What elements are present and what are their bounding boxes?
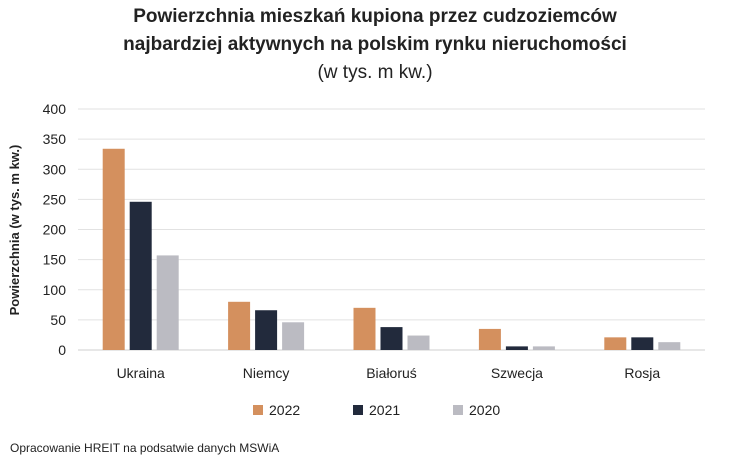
y-tick-label: 250 <box>43 191 67 207</box>
legend-swatch-2022 <box>253 405 263 415</box>
bar-ukraina-2020 <box>156 255 179 350</box>
chart-title-line-1: Powierzchnia mieszkań kupiona przez cudz… <box>133 6 617 27</box>
legend-label: 2021 <box>369 402 400 418</box>
bar-rosja-2020 <box>658 342 681 350</box>
bar-szwecja-2022 <box>478 328 501 350</box>
y-tick-label: 100 <box>43 282 67 298</box>
legend-label: 2022 <box>269 402 300 418</box>
y-tick-label: 0 <box>58 342 66 358</box>
bar-rosja-2021 <box>631 337 654 350</box>
source-note: Opracowanie HREIT na podsatwie danych MS… <box>10 441 280 455</box>
chart-title-line-2: najbardziej aktywnych na polskim rynku n… <box>123 34 627 55</box>
bar-białoruś-2021 <box>380 327 403 350</box>
y-tick-label: 150 <box>43 252 67 268</box>
y-tick-label: 50 <box>50 312 66 328</box>
y-tick-label: 200 <box>43 222 67 238</box>
x-tick-label: Niemcy <box>243 365 290 381</box>
y-axis-label: Powierzchnia (w tys. m kw.) <box>7 145 22 316</box>
y-tick-label: 400 <box>43 101 67 117</box>
bar-białoruś-2020 <box>407 335 430 350</box>
legend-label: 2020 <box>469 402 500 418</box>
bar-niemcy-2021 <box>255 310 278 350</box>
bar-niemcy-2020 <box>282 322 305 350</box>
legend-swatch-2021 <box>353 405 363 415</box>
bar-białoruś-2022 <box>353 307 376 350</box>
bar-szwecja-2021 <box>505 346 528 350</box>
bar-ukraina-2022 <box>102 148 125 350</box>
bar-ukraina-2021 <box>129 201 152 350</box>
chart-subtitle: (w tys. m kw.) <box>317 62 433 83</box>
x-tick-label: Rosja <box>624 365 660 381</box>
bar-niemcy-2022 <box>228 301 251 350</box>
legend-swatch-2020 <box>453 405 463 415</box>
x-tick-label: Białoruś <box>366 365 417 381</box>
y-tick-label: 350 <box>43 131 67 147</box>
bar-rosja-2022 <box>604 337 627 350</box>
x-tick-label: Szwecja <box>491 365 543 381</box>
x-tick-label: Ukraina <box>117 365 165 381</box>
y-tick-label: 300 <box>43 161 67 177</box>
bar-szwecja-2020 <box>532 346 555 350</box>
